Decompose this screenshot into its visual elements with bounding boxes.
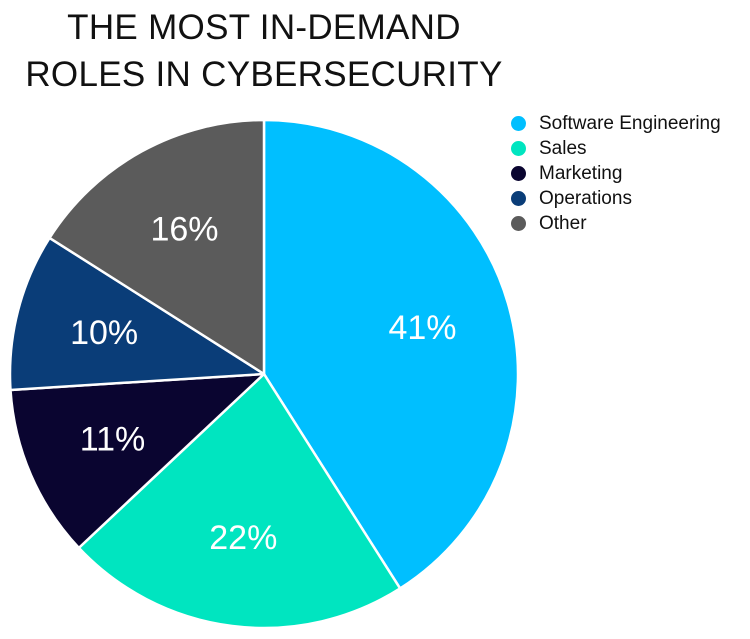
chart-legend: Software Engineering Sales Marketing Operat… [511, 111, 721, 236]
chart-title-line-1: THE MOST IN-DEMAND [67, 8, 461, 47]
legend-swatch-operations [511, 191, 526, 206]
chart-title: THE MOST IN-DEMAND ROLES IN CYBERSECURIT… [0, 4, 528, 98]
pie-slice-marketing [9, 372, 266, 550]
pie-label-operations: 10% [70, 314, 138, 352]
pie-slice-operations [8, 236, 266, 392]
legend-swatch-other [511, 216, 526, 231]
legend-swatch-software-engineering [511, 116, 526, 131]
pie-slice-sales [77, 372, 402, 630]
legend-item-other: Other [511, 211, 721, 236]
pie-label-other: 16% [150, 210, 218, 248]
legend-swatch-sales [511, 141, 526, 156]
legend-item-marketing: Marketing [511, 161, 721, 186]
legend-label-software-engineering: Software Engineering [539, 112, 721, 134]
legend-item-software-engineering: Software Engineering [511, 111, 721, 136]
pie-slice-other [48, 118, 266, 376]
legend-label-operations: Operations [539, 187, 632, 209]
legend-label-other: Other [539, 212, 587, 234]
chart-title-line-2: ROLES IN CYBERSECURITY [25, 55, 503, 94]
legend-label-sales: Sales [539, 137, 587, 159]
legend-label-marketing: Marketing [539, 162, 623, 184]
pie-label-software-engineering: 41% [388, 309, 456, 347]
pie-label-sales: 22% [209, 519, 277, 557]
legend-item-operations: Operations [511, 186, 721, 211]
pie-slice-software-engineering [262, 118, 520, 590]
pie-label-marketing: 11% [80, 421, 146, 459]
legend-item-sales: Sales [511, 136, 721, 161]
legend-swatch-marketing [511, 166, 526, 181]
